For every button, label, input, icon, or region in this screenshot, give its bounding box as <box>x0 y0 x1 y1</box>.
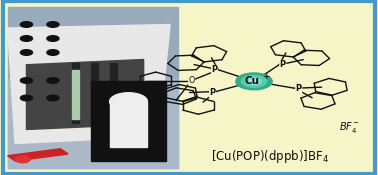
Circle shape <box>241 75 267 87</box>
Circle shape <box>110 93 147 110</box>
Circle shape <box>236 73 272 90</box>
Polygon shape <box>8 149 68 161</box>
Text: [Cu(POP)(dppb)]BF$_4$: [Cu(POP)(dppb)]BF$_4$ <box>211 148 329 165</box>
Text: P: P <box>280 60 286 69</box>
Text: BF$_4^-$: BF$_4^-$ <box>339 120 360 135</box>
Text: P: P <box>296 84 302 93</box>
Text: O: O <box>189 76 195 85</box>
Bar <box>110 102 147 147</box>
Circle shape <box>20 78 33 83</box>
Text: +: + <box>262 72 270 82</box>
Circle shape <box>47 50 59 55</box>
Circle shape <box>20 95 33 101</box>
Text: P: P <box>209 88 216 97</box>
Circle shape <box>47 95 59 101</box>
Polygon shape <box>26 60 144 130</box>
Circle shape <box>250 80 258 83</box>
Circle shape <box>47 78 59 83</box>
Bar <box>8 7 178 168</box>
Bar <box>91 80 166 161</box>
Circle shape <box>15 156 30 163</box>
Circle shape <box>20 36 33 41</box>
Bar <box>72 70 79 119</box>
Polygon shape <box>110 63 117 122</box>
FancyBboxPatch shape <box>3 1 375 174</box>
Circle shape <box>20 50 33 55</box>
Circle shape <box>47 22 59 27</box>
Circle shape <box>247 78 261 85</box>
Polygon shape <box>72 63 79 122</box>
Text: P: P <box>212 65 218 74</box>
Circle shape <box>20 22 33 27</box>
Text: Cu: Cu <box>245 76 260 86</box>
Circle shape <box>47 36 59 41</box>
Polygon shape <box>91 63 98 122</box>
Bar <box>8 79 178 168</box>
Polygon shape <box>8 25 170 144</box>
